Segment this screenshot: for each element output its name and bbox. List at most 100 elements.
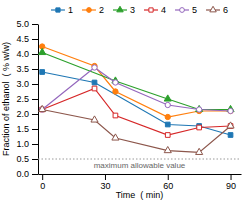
legend-item: 6 — [206, 5, 228, 15]
tick-label: 4.0 — [16, 49, 29, 59]
tick-mark — [32, 54, 38, 55]
tick-label: 90 — [226, 181, 236, 191]
tick-label: 3.0 — [16, 79, 29, 89]
tick-label: 4.5 — [16, 34, 29, 44]
tick-label: 60 — [163, 181, 173, 191]
series-line — [42, 110, 230, 153]
y-axis: 0.0 0.5 1.0 1.5 2.0 2.5 3.0 3.5 4.0 4.5 5.0 — [16, 19, 38, 179]
legend-label: 4 — [161, 5, 166, 15]
legend-item: 3 — [113, 5, 135, 15]
legend-label: 3 — [130, 5, 135, 15]
tick-label: 30 — [100, 181, 110, 191]
legend-symbol — [117, 6, 123, 12]
x-axis-title: Time ( min) — [116, 190, 164, 200]
tick: 1.5 — [16, 124, 38, 134]
tick-mark — [32, 69, 38, 70]
point — [228, 108, 233, 113]
legend-item: 4 — [144, 5, 166, 15]
point — [165, 122, 170, 127]
legend-symbol — [87, 8, 92, 13]
point — [165, 102, 170, 107]
tick-label: 3.5 — [16, 64, 29, 74]
legend-symbol — [56, 8, 60, 12]
tick-mark — [231, 174, 232, 180]
tick-mark — [32, 144, 38, 145]
y-axis-line — [38, 25, 39, 175]
legend: 1 2 3 4 5 6 — [51, 5, 228, 15]
tick-label: 1.0 — [16, 139, 29, 149]
point — [228, 108, 233, 113]
legend-symbol — [149, 8, 153, 12]
point — [40, 70, 45, 75]
tick-mark — [32, 159, 38, 160]
legend-item: 1 — [51, 5, 73, 15]
series-line — [42, 72, 230, 135]
tick-label: 0 — [40, 181, 45, 191]
tick-mark — [42, 174, 43, 180]
series-line — [42, 89, 230, 136]
tick: 0.0 — [16, 169, 38, 179]
tick: 60 — [163, 174, 173, 191]
tick: 2.5 — [16, 94, 38, 104]
legend-item: 2 — [82, 5, 104, 15]
x-axis: 0 30 60 90 — [39, 174, 242, 191]
tick-mark — [105, 174, 106, 180]
tick: 0 — [40, 174, 45, 191]
legend-label: 6 — [223, 5, 228, 15]
point — [113, 113, 118, 118]
point — [92, 86, 97, 91]
tick-mark — [32, 39, 38, 40]
point — [113, 89, 118, 94]
tick: 90 — [226, 174, 236, 191]
point — [164, 146, 171, 152]
legend-label: 5 — [192, 5, 197, 15]
point — [39, 105, 46, 111]
point — [92, 80, 97, 85]
tick-mark — [32, 174, 38, 175]
legend-label: 2 — [99, 5, 104, 15]
tick-label: 2.5 — [16, 94, 29, 104]
tick-label: 0.5 — [16, 154, 29, 164]
tick-label: 0.0 — [16, 169, 29, 179]
tick-mark — [32, 84, 38, 85]
point — [228, 133, 233, 138]
tick-label: 2.0 — [16, 109, 29, 119]
tick: 0.5 — [16, 154, 38, 164]
point — [197, 125, 202, 130]
tick: 5.0 — [16, 19, 38, 29]
tick: 1.0 — [16, 139, 38, 149]
x-axis-line — [39, 174, 242, 175]
legend-symbol — [180, 8, 185, 13]
point — [39, 48, 46, 54]
chart-container: 0 30 60 90 0.0 0.5 1.0 1.5 2.0 2.5 3.0 3.5 4.0 4.5 5.0… — [0, 0, 249, 202]
tick-label: 5.0 — [16, 19, 29, 29]
tick-label: 1.5 — [16, 124, 29, 134]
tick-mark — [32, 129, 38, 130]
annotation: maximum allowable value — [94, 161, 186, 170]
point — [165, 133, 170, 138]
tick: 3.5 — [16, 64, 38, 74]
point — [91, 116, 98, 122]
point — [227, 122, 234, 128]
tick: 30 — [100, 174, 110, 191]
point — [113, 80, 118, 85]
tick: 3.0 — [16, 79, 38, 89]
series-line — [42, 68, 230, 112]
series-line — [42, 47, 230, 118]
tick: 2.0 — [16, 109, 38, 119]
legend-item: 5 — [175, 5, 197, 15]
tick-mark — [32, 114, 38, 115]
tick: 4.5 — [16, 34, 38, 44]
legend-label: 1 — [68, 5, 73, 15]
series-line — [42, 53, 230, 110]
y-axis-title: Fraction of ethanol ( % w/w) — [1, 42, 11, 156]
chart: 0 30 60 90 0.0 0.5 1.0 1.5 2.0 2.5 3.0 3.5 4.0 4.5 5.0… — [0, 0, 249, 202]
tick-mark — [32, 99, 38, 100]
plot-area — [38, 44, 241, 159]
tick: 4.0 — [16, 49, 38, 59]
point — [196, 148, 203, 154]
tick-mark — [32, 24, 38, 25]
point — [196, 105, 203, 111]
point — [196, 107, 201, 112]
point — [112, 134, 119, 140]
